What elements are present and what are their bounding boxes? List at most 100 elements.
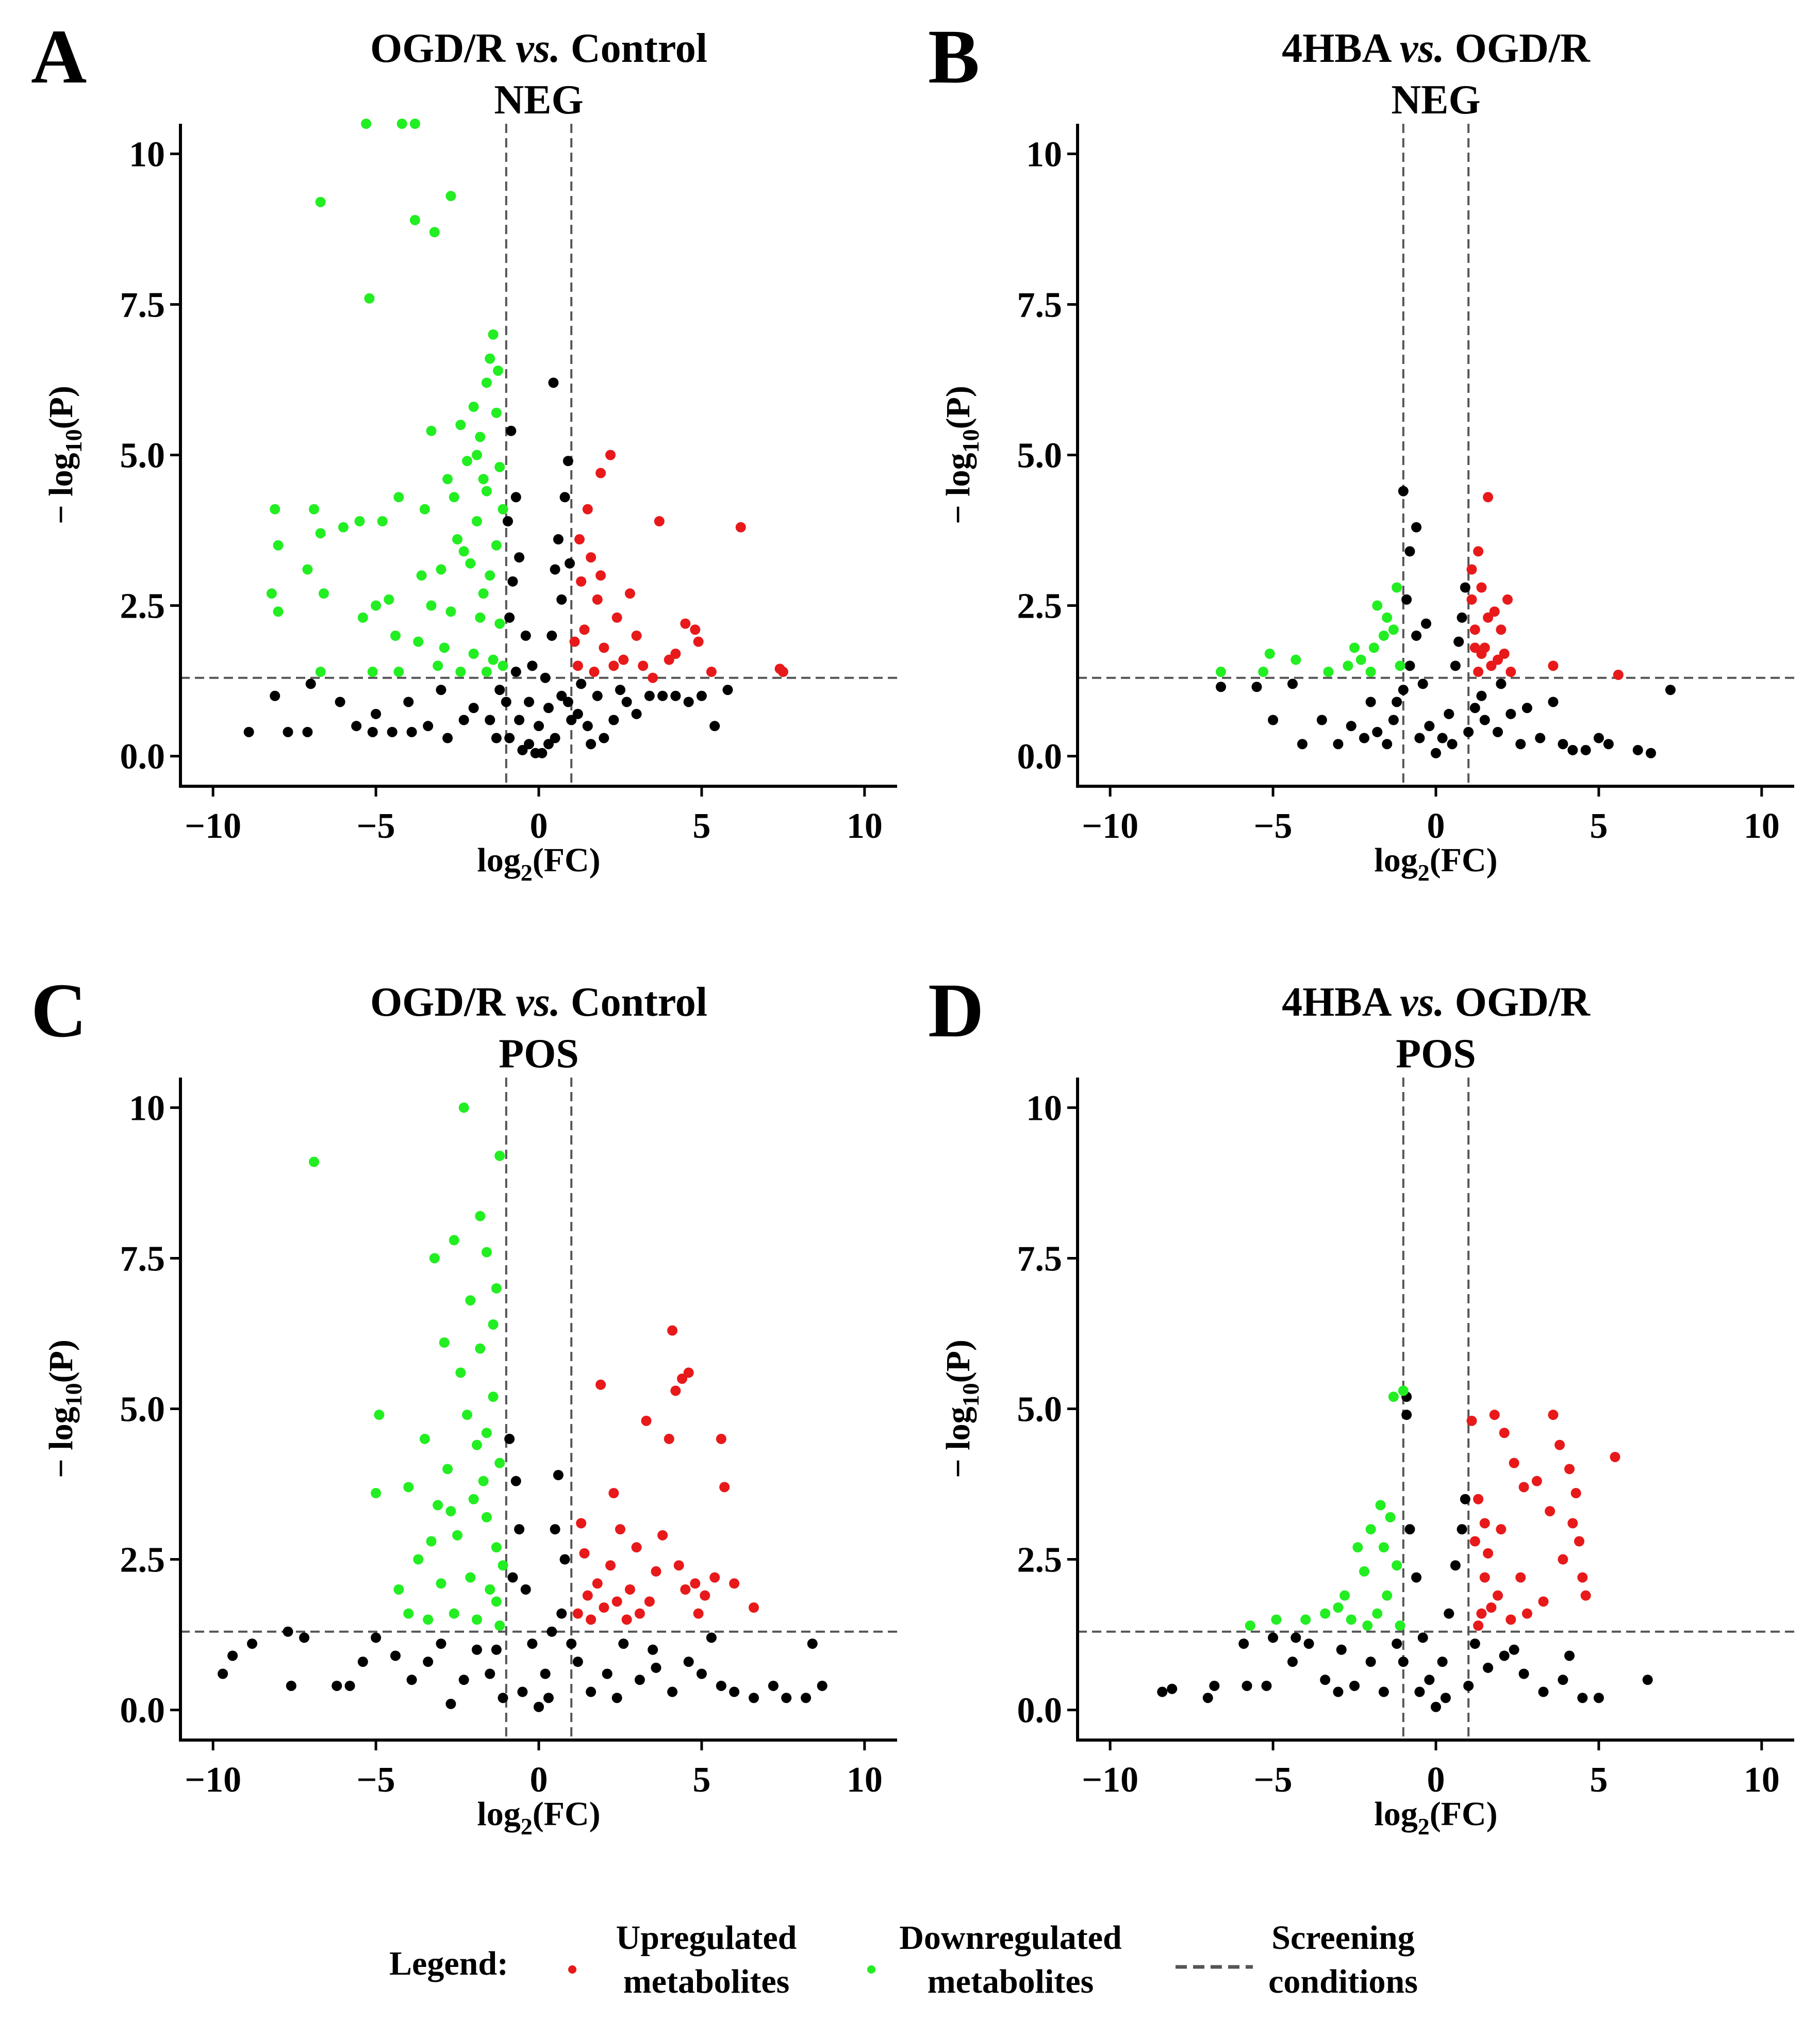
legend-down-marker xyxy=(867,1965,875,1974)
ns-point xyxy=(504,1433,515,1444)
x-axis-label-part: log xyxy=(1374,1795,1417,1833)
down-point xyxy=(309,504,320,515)
ns-point xyxy=(305,678,316,689)
ns-point xyxy=(507,1572,518,1583)
ns-point xyxy=(1515,739,1526,750)
y-axis-label-part: 10 xyxy=(957,429,984,453)
ns-point xyxy=(514,552,525,563)
up-point xyxy=(624,1584,635,1595)
y-axis-label-part: − log xyxy=(42,453,80,524)
down-point xyxy=(449,492,459,503)
up-point xyxy=(1613,669,1624,680)
down-point xyxy=(478,1476,489,1486)
down-point xyxy=(1382,1590,1393,1601)
up-point xyxy=(1564,1464,1575,1475)
down-point xyxy=(429,1253,440,1264)
panel-title-vs: vs. xyxy=(1400,980,1445,1025)
down-point xyxy=(488,329,499,340)
down-point xyxy=(1388,1392,1399,1402)
ns-point xyxy=(423,1657,434,1667)
down-point xyxy=(1372,1608,1383,1619)
up-point xyxy=(1483,1548,1494,1559)
ns-point xyxy=(670,690,681,701)
down-point xyxy=(393,667,404,677)
x-tick-label: −5 xyxy=(357,1760,395,1800)
down-point xyxy=(1349,642,1360,653)
down-point xyxy=(302,564,313,575)
down-point xyxy=(468,649,479,659)
down-point xyxy=(419,504,430,515)
ns-point xyxy=(1238,1638,1249,1649)
up-point xyxy=(644,1596,655,1607)
ns-point xyxy=(1392,697,1402,707)
ns-point xyxy=(1505,708,1516,719)
y-tick-label: 7.5 xyxy=(120,285,166,325)
ns-point xyxy=(1558,739,1568,750)
ns-point xyxy=(1398,1657,1409,1667)
down-point xyxy=(413,1554,424,1565)
down-point xyxy=(449,1608,459,1619)
x-axis-label: log2(FC) xyxy=(477,841,600,886)
up-point xyxy=(1473,667,1484,677)
ns-point xyxy=(1548,697,1559,707)
panel-title-part1: 4HBA xyxy=(1282,980,1400,1025)
ns-point xyxy=(1401,594,1412,605)
ns-point xyxy=(243,726,254,737)
down-point xyxy=(481,1512,492,1522)
up-point xyxy=(683,1367,694,1378)
ns-point xyxy=(1411,1572,1422,1583)
ns-point xyxy=(1499,1650,1510,1661)
up-point xyxy=(574,534,585,545)
x-tick-label: −10 xyxy=(1082,1760,1138,1800)
ns-point xyxy=(502,516,513,526)
x-tick-label: 0 xyxy=(1427,806,1445,846)
x-tick-label: 5 xyxy=(1590,1760,1608,1800)
y-axis-label-part: 10 xyxy=(60,429,87,453)
up-point xyxy=(1518,1482,1529,1493)
down-point xyxy=(315,196,326,207)
ns-point xyxy=(559,492,570,503)
ns-point xyxy=(485,1668,495,1679)
ns-point xyxy=(1538,1686,1549,1697)
down-point xyxy=(491,1542,502,1553)
panel-title-line1: OGD/R vs. Control xyxy=(370,980,707,1025)
ns-point xyxy=(801,1693,812,1703)
ns-point xyxy=(618,1638,629,1649)
down-point xyxy=(452,534,463,545)
up-point xyxy=(1496,624,1507,635)
down-point xyxy=(1320,1608,1331,1619)
volcano-panel-d: D 4HBA vs. OGD/R POS −10 −5 0 5 10 0.0 2.5 5.0 7.5 1… xyxy=(897,954,1794,1882)
ns-point xyxy=(1411,630,1422,641)
down-point xyxy=(481,486,492,496)
down-point xyxy=(419,1433,430,1444)
down-point xyxy=(429,227,440,238)
ns-point xyxy=(565,558,575,569)
panel-title-line2: POS xyxy=(1396,1031,1476,1077)
up-point xyxy=(1489,1410,1500,1420)
panel-title-part2: Control xyxy=(560,26,707,71)
up-point xyxy=(1577,1572,1588,1583)
volcano-svg: B 4HBA vs. OGD/R NEG −10 −5 0 5 10 0.0 2.5 5.0 7.5 1… xyxy=(928,14,1794,886)
down-point xyxy=(1271,1614,1282,1625)
down-point xyxy=(488,654,499,665)
x-tick-label: 10 xyxy=(847,1760,883,1800)
down-point xyxy=(485,1584,495,1595)
ns-point xyxy=(485,715,495,725)
up-point xyxy=(1538,1596,1549,1607)
down-point xyxy=(452,1530,463,1541)
ns-point xyxy=(550,733,560,743)
up-point xyxy=(624,588,635,599)
ns-point xyxy=(527,660,538,671)
up-point xyxy=(579,1548,590,1559)
ns-point xyxy=(471,1644,482,1655)
volcano-panel-c: C OGD/R vs. Control POS −10 −5 0 5 10 0.0 2.5 5.0 7… xyxy=(0,954,897,1882)
ns-point xyxy=(547,1626,557,1637)
up-point xyxy=(1469,1536,1480,1547)
ns-point xyxy=(1411,522,1422,533)
ns-point xyxy=(371,708,382,719)
down-point xyxy=(471,1614,482,1625)
down-point xyxy=(426,1536,437,1547)
up-point xyxy=(1466,564,1477,575)
ns-point xyxy=(524,739,535,750)
down-point xyxy=(494,618,505,629)
